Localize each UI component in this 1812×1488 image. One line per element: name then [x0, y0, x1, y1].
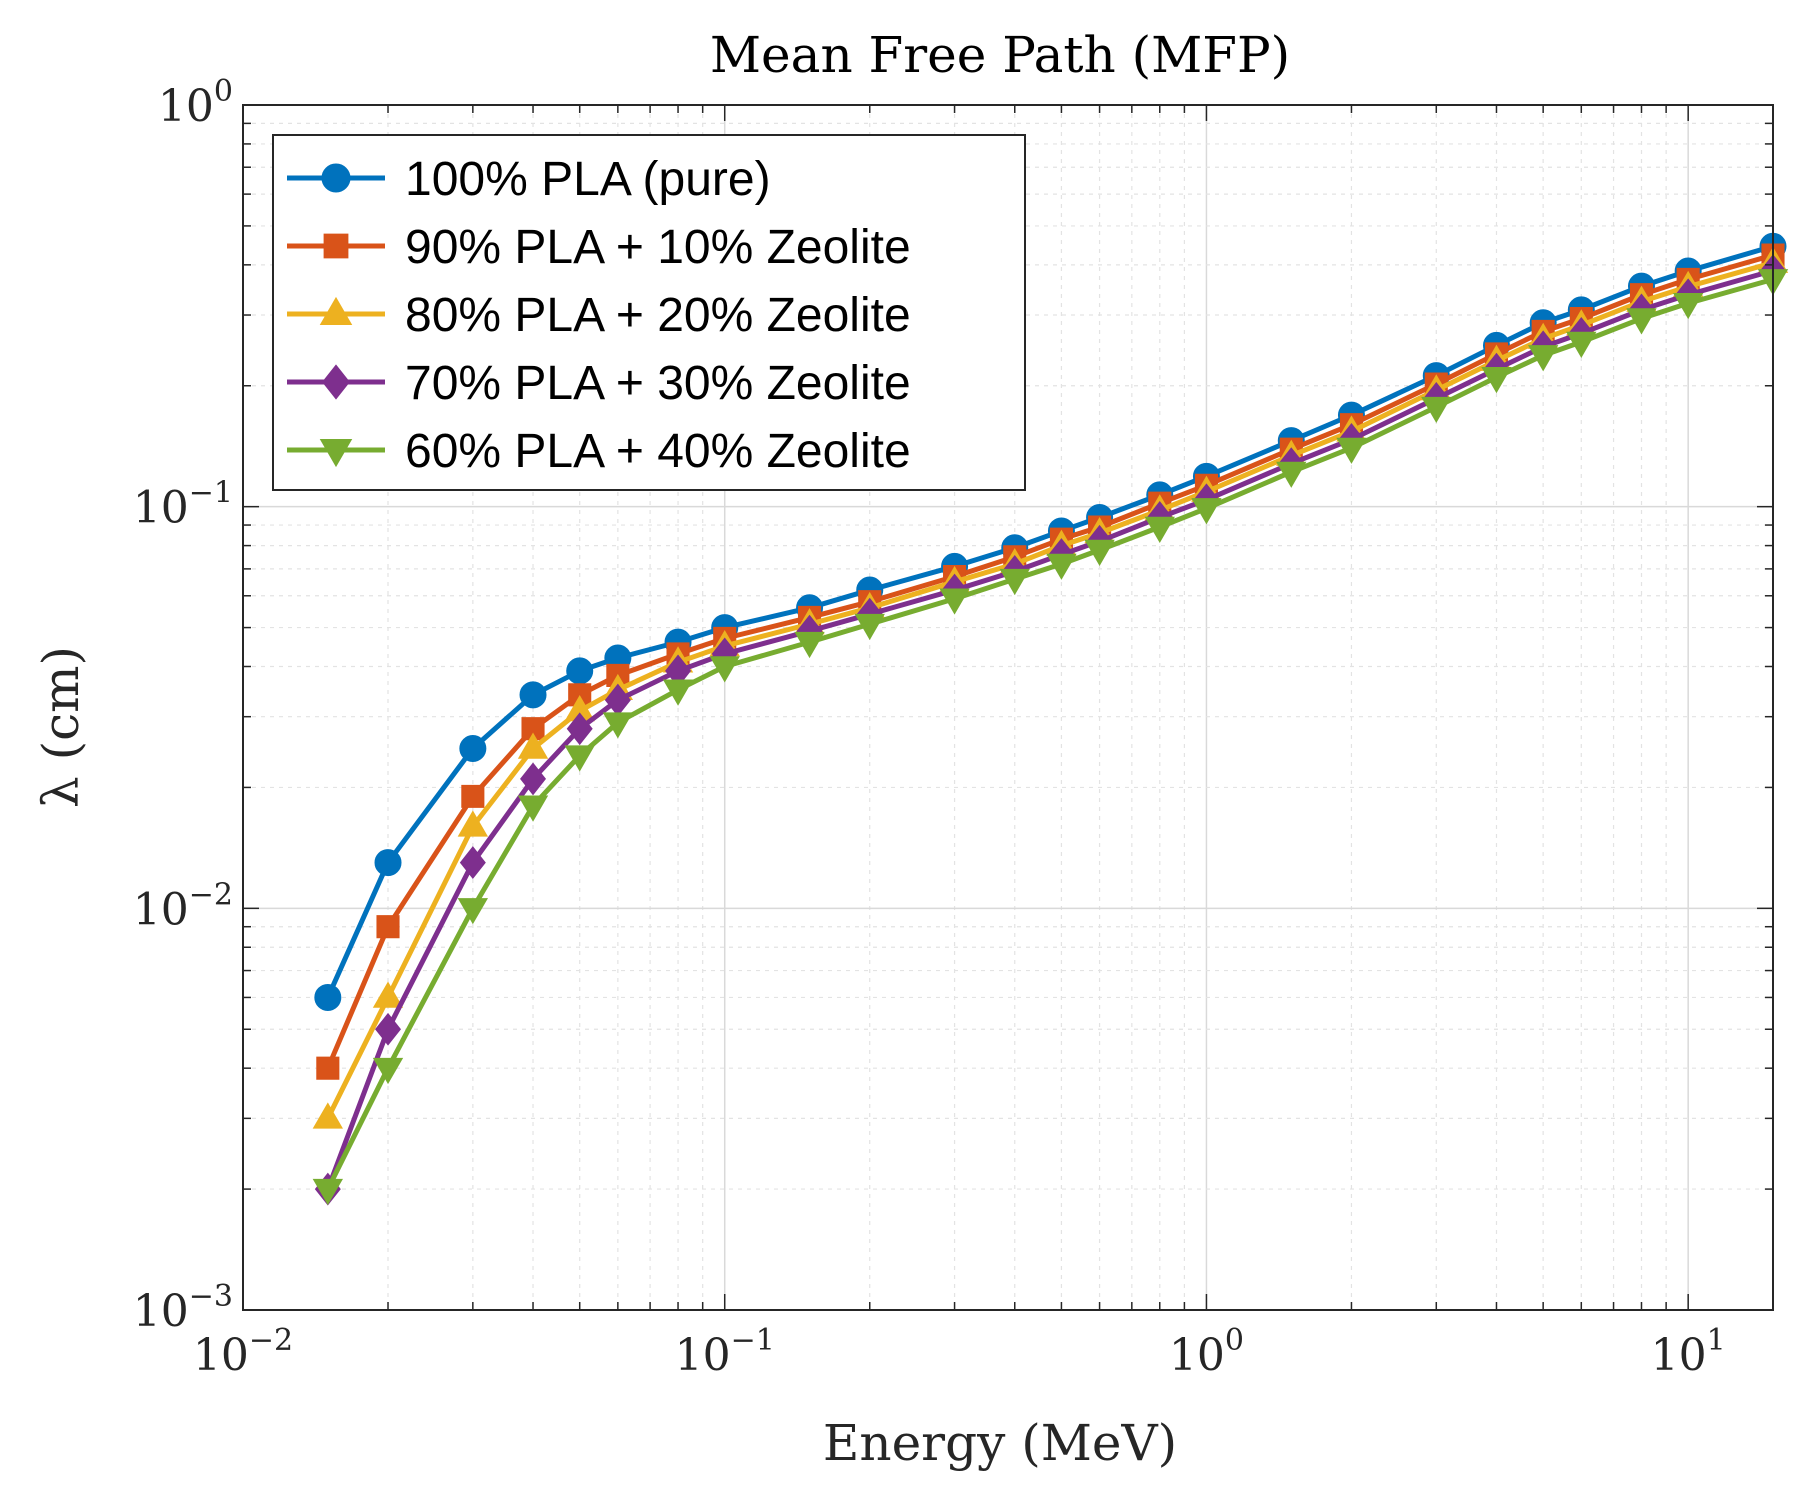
data-point	[566, 657, 594, 685]
data-point	[564, 745, 595, 772]
data-point	[517, 795, 549, 822]
legend-label: 60% PLA + 40% Zeolite	[405, 425, 911, 478]
x-tick-label: 10−2	[193, 1323, 293, 1381]
legend-label: 70% PLA + 30% Zeolite	[405, 357, 911, 410]
data-point	[457, 810, 489, 837]
legend-label: 80% PLA + 20% Zeolite	[405, 289, 911, 342]
data-point	[709, 656, 740, 683]
legend-swatch-marker	[319, 296, 353, 325]
data-point	[939, 588, 970, 615]
x-tick-label: 100	[1169, 1323, 1244, 1381]
legend-label: 100% PLA (pure)	[405, 153, 771, 206]
data-point	[602, 712, 634, 739]
data-point	[312, 1178, 343, 1206]
data-point	[1566, 331, 1597, 358]
y-tick-label: 10−2	[133, 877, 233, 935]
data-point	[376, 915, 400, 939]
legend-entry: 70% PLA + 30% Zeolite	[287, 357, 911, 410]
series-layer	[312, 232, 1789, 1206]
data-point	[1421, 396, 1452, 424]
legend-entry: 100% PLA (pure)	[287, 153, 771, 206]
x-tick-label: 10−1	[675, 1323, 775, 1381]
data-point	[1144, 516, 1175, 543]
data-point	[459, 734, 487, 762]
data-point	[375, 1012, 402, 1046]
data-point	[1336, 437, 1367, 464]
data-point	[374, 849, 402, 877]
data-point	[854, 613, 885, 641]
data-point	[312, 1102, 343, 1129]
data-point	[1626, 308, 1657, 335]
data-point	[517, 732, 549, 759]
data-point	[1527, 345, 1559, 372]
plot-frame	[242, 104, 1774, 1311]
y-tick-label: 10−3	[133, 1279, 233, 1337]
y-tick-label: 100	[158, 74, 233, 132]
data-point	[372, 1057, 404, 1085]
data-point	[461, 784, 485, 808]
legend-entry: 60% PLA + 40% Zeolite	[287, 425, 911, 478]
y-tick-label: 10−1	[133, 476, 233, 534]
legend-box	[272, 134, 1026, 491]
data-point	[1084, 539, 1115, 566]
legend-swatch-marker	[322, 364, 350, 400]
chart-title: Mean Free Path (MFP)	[710, 26, 1290, 84]
legend-entry: 80% PLA + 20% Zeolite	[287, 289, 911, 342]
legend-swatch-marker	[319, 439, 353, 468]
x-tick-label: 101	[1651, 1323, 1726, 1381]
x-axis-label: Energy (MeV)	[823, 1414, 1177, 1472]
legend-swatch-marker	[321, 163, 351, 193]
data-point	[566, 712, 593, 746]
data-point	[1673, 292, 1704, 320]
data-point	[314, 983, 342, 1011]
data-point	[1481, 366, 1512, 394]
data-point	[372, 981, 404, 1008]
data-point	[662, 679, 694, 706]
data-point	[520, 762, 547, 796]
legend-swatch-marker	[323, 233, 349, 259]
data-point	[794, 631, 825, 659]
data-point	[457, 898, 489, 925]
series-5	[312, 269, 1789, 1206]
y-axis-label: λ (cm)	[32, 646, 90, 808]
data-point	[999, 568, 1030, 596]
legend-label: 90% PLA + 10% Zeolite	[405, 221, 911, 274]
data-point	[519, 681, 547, 709]
data-point	[1046, 553, 1077, 580]
legend-entry: 90% PLA + 10% Zeolite	[287, 221, 911, 274]
data-point	[316, 1056, 340, 1080]
data-point	[1191, 498, 1222, 525]
data-point	[459, 846, 486, 879]
data-point	[1276, 461, 1307, 488]
legend: 100% PLA (pure) 90% PLA + 10% Zeolite 80% …	[272, 134, 1026, 491]
